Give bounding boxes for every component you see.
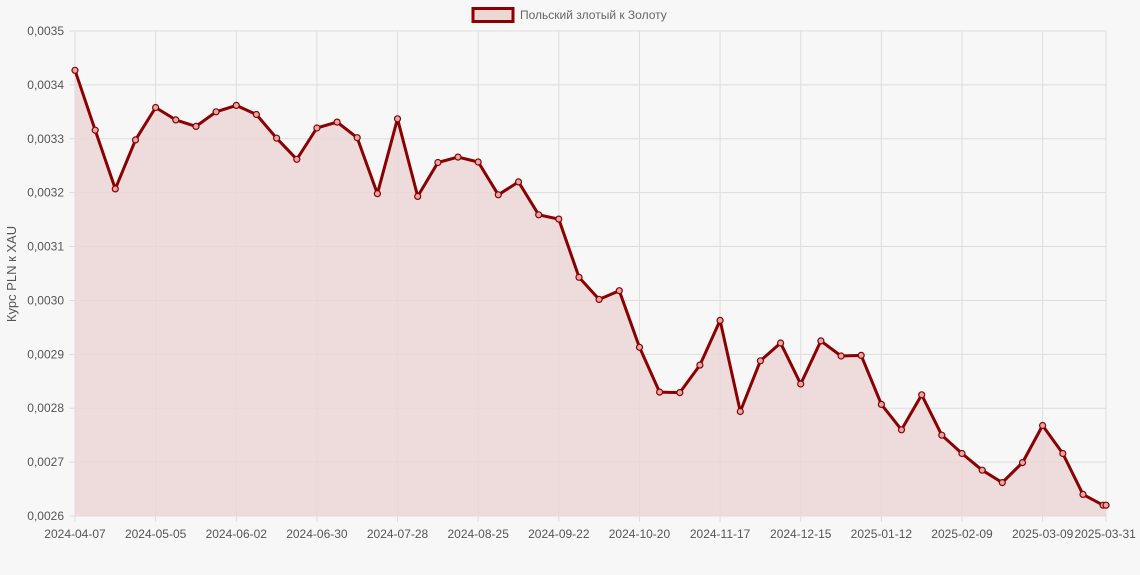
data-point[interactable] [293,155,301,163]
x-tick-label: 2024-12-15 [770,527,832,541]
data-point[interactable] [414,192,422,200]
y-axis-title: Курс PLN к XAU [4,226,19,322]
y-tick-label: 0,0031 [27,240,64,254]
data-point[interactable] [514,178,523,186]
y-tick-label: 0,0026 [27,509,64,523]
data-point[interactable] [776,339,785,347]
x-tick-label: 2025-02-09 [931,527,993,541]
data-point[interactable] [1079,490,1087,498]
data-point[interactable] [152,103,160,112]
data-point[interactable] [837,352,845,360]
x-tick-label: 2024-06-30 [286,527,348,541]
x-tick-label: 2024-09-22 [528,527,590,541]
data-points [71,66,1110,509]
data-point[interactable] [635,343,644,351]
data-point[interactable] [454,153,462,161]
data-point[interactable] [273,134,281,142]
y-tick-label: 0,0030 [27,293,64,307]
data-point[interactable] [232,101,240,110]
y-tick-label: 0,0028 [27,401,64,415]
x-tick-label: 2025-01-12 [851,527,913,541]
data-point[interactable] [736,407,744,416]
data-point[interactable] [857,351,865,359]
x-tick-label: 2024-08-25 [447,527,509,541]
y-tick-label: 0,0034 [27,78,64,92]
y-tick-label: 0,0032 [27,186,64,200]
data-point[interactable] [172,116,180,124]
legend-label[interactable]: Польский злотый к Золоту [520,8,667,22]
area-fill-layer [75,70,1106,517]
x-tick-label: 2024-10-20 [609,527,671,541]
data-point[interactable] [797,380,805,388]
x-tick-label: 2025-03-31 [1074,527,1136,541]
x-tick-label: 2024-06-02 [206,527,268,541]
data-point[interactable] [575,273,583,281]
legend[interactable]: Польский злотый к Золоту [471,7,667,23]
data-point[interactable] [494,191,502,199]
y-tick-label: 0,0033 [27,132,64,146]
data-point[interactable] [333,118,341,126]
data-point[interactable] [615,287,623,295]
data-point[interactable] [373,190,381,198]
data-point[interactable] [111,185,119,193]
data-point[interactable] [595,295,603,303]
x-tick-label: 2024-05-05 [125,527,187,541]
y-tick-label: 0,0029 [27,347,64,361]
data-point[interactable] [353,134,361,142]
legend-swatch[interactable] [471,7,515,23]
data-point[interactable] [998,479,1006,487]
data-point[interactable] [676,389,684,397]
data-point[interactable] [716,316,724,324]
data-point[interactable] [71,66,79,74]
y-axis-ticks: 0,0026 0,0027 0,0028 0,0029 0,0030 0,0031 0,00… [27,24,64,523]
data-point[interactable] [192,122,200,131]
data-point[interactable] [938,431,946,439]
data-point[interactable] [897,426,906,434]
data-point[interactable] [958,449,966,458]
series-area [75,70,1106,517]
data-point[interactable] [918,391,926,399]
y-tick-label: 0,0035 [27,24,64,38]
data-point[interactable] [877,400,886,408]
x-tick-label: 2024-07-28 [367,527,429,541]
x-tick-label: 2024-11-17 [690,527,751,541]
x-tick-label: 2025-03-09 [1012,527,1074,541]
data-point[interactable] [131,136,140,144]
data-point[interactable] [474,158,482,166]
data-point[interactable] [1038,421,1047,430]
data-point[interactable] [313,124,321,132]
x-axis-ticks: 2024-04-07 2024-05-05 2024-06-02 2024-06-30… [44,527,1136,541]
y-tick-label: 0,0027 [27,455,64,469]
data-point[interactable] [1059,449,1067,458]
data-point[interactable] [756,357,765,365]
data-point[interactable] [434,158,442,167]
data-point[interactable] [555,215,563,223]
data-point[interactable] [393,115,402,123]
x-tick-label: 2024-04-07 [44,527,106,541]
data-point[interactable] [1018,459,1027,467]
data-point[interactable] [1102,501,1110,509]
data-point[interactable] [535,211,543,219]
data-point[interactable] [655,388,664,396]
data-point[interactable] [91,126,99,134]
data-point[interactable] [252,110,260,119]
data-point[interactable] [817,337,825,345]
data-point[interactable] [212,108,220,116]
data-point[interactable] [978,466,986,474]
data-point[interactable] [696,361,704,369]
